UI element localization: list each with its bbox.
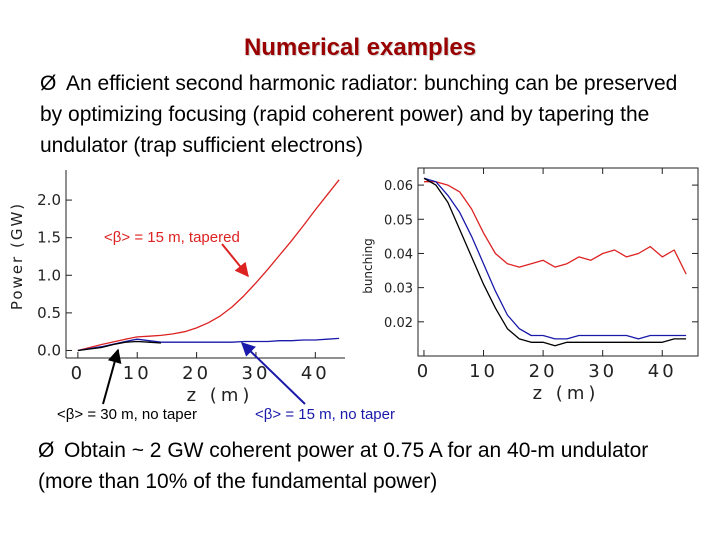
bunching-y-tick-label: 0.04 xyxy=(384,247,413,262)
arrow-bullet-icon: Ø xyxy=(38,439,55,462)
bunching-series-line-0 xyxy=(424,181,687,275)
power-x-tick-label: 30 xyxy=(242,363,271,384)
power-x-tick-label: 0 xyxy=(71,363,85,384)
bunching-x-tick-label: 20 xyxy=(529,361,558,382)
bunching-frame xyxy=(417,167,699,357)
arrow-tapered xyxy=(221,243,249,278)
power-y-axis-label: Power (GW) xyxy=(8,202,26,310)
bunching-y-tick-label: 0.02 xyxy=(384,316,413,331)
bunching-y-tick-label: 0.06 xyxy=(384,179,413,194)
bunching-series-line-2 xyxy=(423,177,687,347)
annotation-no-taper-30: <β> = 30 m, no taper xyxy=(57,406,197,423)
bunching-y-tick-label: 0.05 xyxy=(384,213,413,228)
annotation-no-taper-15: <β> = 15 m, no taper xyxy=(255,406,395,423)
slide-title: Numerical examples xyxy=(243,34,477,61)
power-y-tick-label: 2.0 xyxy=(37,191,61,209)
paragraph-2-text: Obtain ~ 2 GW coherent power at 0.75 A f… xyxy=(38,439,649,493)
bunching-x-tick-label: 10 xyxy=(469,361,498,382)
power-x-tick-label: 10 xyxy=(123,363,152,384)
power-x-tick-label: 20 xyxy=(182,363,211,384)
power-x-tick-label: 40 xyxy=(301,363,330,384)
arrow-no-taper-15 xyxy=(240,342,306,405)
bullet-paragraph-2: Ø Obtain ~ 2 GW coherent power at 0.75 A … xyxy=(38,435,698,497)
bunching-x-tick-label: 0 xyxy=(417,361,431,382)
power-y-tick-label: 0.5 xyxy=(37,304,61,322)
bunching-chart: 0 10 20 30 40 0.02 0.03 0.04 0.05 0.06 z (m) bunchi… xyxy=(361,167,699,404)
power-chart: 0 10 20 30 40 0.0 0.5 1.0 1.5 2.0 z (m) Power (GW) xyxy=(8,170,345,406)
bunching-series-line-1 xyxy=(423,177,687,340)
bunching-x-tick-label: 30 xyxy=(588,361,617,382)
power-y-tick-label: 1.0 xyxy=(37,266,61,284)
annotation-tapered: <β> = 15 m, tapered xyxy=(104,229,240,246)
bullet-paragraph-1: Ø An efficient second harmonic radiator: … xyxy=(40,68,700,161)
power-series-line-0 xyxy=(77,179,340,352)
bunching-x-axis-label: z (m) xyxy=(533,383,600,404)
paragraph-1-text: An efficient second harmonic radiator: b… xyxy=(40,72,678,157)
power-y-tick-label: 0.0 xyxy=(37,341,61,359)
arrow-no-taper-30 xyxy=(102,348,122,405)
bunching-x-tick-label: 40 xyxy=(648,361,677,382)
arrow-bullet-icon: Ø xyxy=(40,72,57,95)
bunching-y-tick-label: 0.03 xyxy=(384,282,413,297)
bunching-y-axis-label: bunching xyxy=(361,238,375,294)
power-series-line-1 xyxy=(77,337,340,352)
power-y-tick-label: 1.5 xyxy=(37,229,61,247)
power-series-line-2 xyxy=(77,340,162,352)
power-x-axis-label: z (m) xyxy=(187,385,254,406)
